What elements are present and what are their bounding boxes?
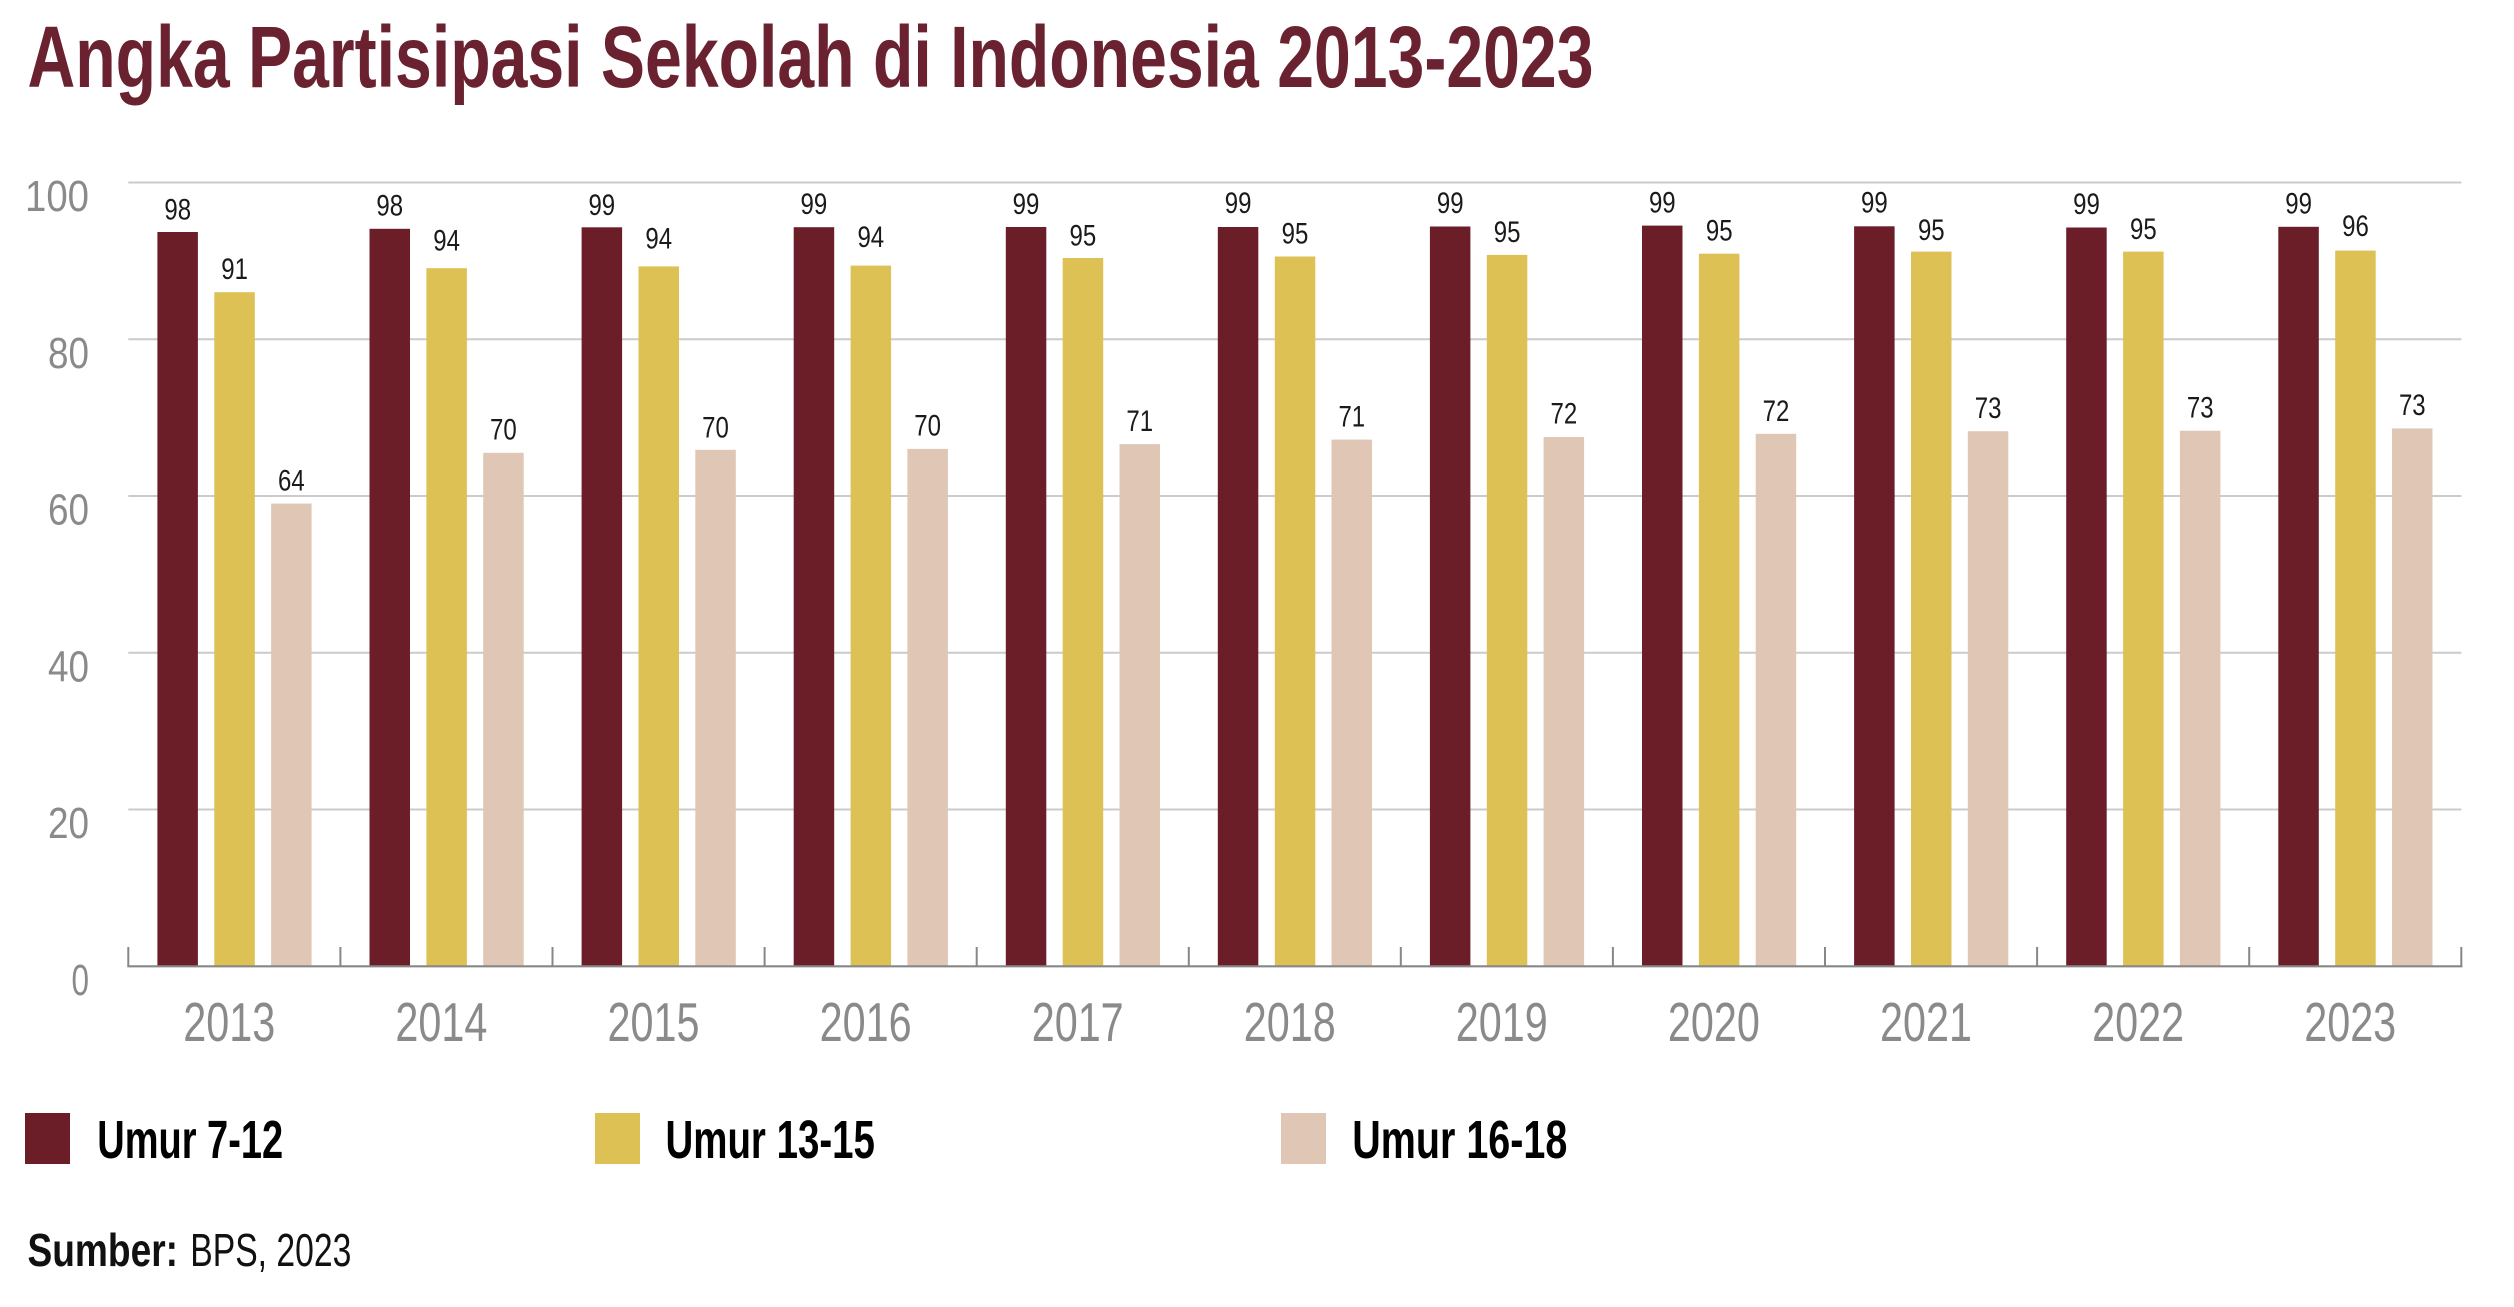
svg-text:2021: 2021 [1880, 991, 1972, 1053]
svg-text:99: 99 [1225, 187, 1252, 220]
svg-text:2020: 2020 [1668, 991, 1760, 1053]
svg-text:99: 99 [1437, 187, 1464, 220]
svg-text:2019: 2019 [1456, 991, 1548, 1053]
svg-text:98: 98 [164, 193, 191, 226]
svg-text:2017: 2017 [1032, 991, 1124, 1053]
svg-text:99: 99 [1861, 187, 1888, 220]
svg-text:0: 0 [72, 956, 90, 1005]
svg-text:91: 91 [221, 253, 248, 286]
svg-text:73: 73 [2399, 389, 2426, 422]
svg-text:72: 72 [1763, 395, 1790, 428]
svg-text:94: 94 [857, 221, 884, 254]
svg-text:98: 98 [376, 190, 403, 223]
svg-text:96: 96 [2342, 210, 2369, 243]
svg-text:99: 99 [801, 188, 828, 221]
svg-text:2023: 2023 [2304, 991, 2396, 1053]
svg-text:2022: 2022 [2092, 991, 2184, 1053]
svg-text:BPS, 2023: BPS, 2023 [190, 1224, 351, 1276]
svg-text:20: 20 [48, 799, 89, 848]
svg-text:Angka Partisipasi Sekolah di I: Angka Partisipasi Sekolah di Indonesia 2… [28, 9, 1594, 106]
svg-text:2018: 2018 [1244, 991, 1336, 1053]
svg-text:Sumber:: Sumber: [28, 1224, 179, 1276]
svg-text:2013: 2013 [183, 991, 275, 1053]
svg-text:70: 70 [914, 410, 941, 443]
svg-text:Umur 7-12: Umur 7-12 [97, 1110, 283, 1170]
svg-text:2015: 2015 [608, 991, 700, 1053]
svg-text:99: 99 [2073, 188, 2100, 221]
svg-text:100: 100 [25, 172, 89, 221]
svg-text:99: 99 [1649, 187, 1676, 220]
svg-text:64: 64 [278, 464, 305, 497]
svg-text:99: 99 [588, 189, 615, 222]
svg-text:99: 99 [1013, 188, 1040, 221]
svg-text:Umur 16-18: Umur 16-18 [1352, 1110, 1567, 1170]
svg-text:71: 71 [1126, 405, 1153, 438]
svg-text:60: 60 [48, 486, 89, 535]
svg-text:99: 99 [2285, 187, 2312, 220]
svg-text:71: 71 [1338, 401, 1365, 434]
svg-text:95: 95 [1282, 217, 1309, 250]
svg-text:95: 95 [1070, 220, 1097, 253]
svg-text:95: 95 [1918, 214, 1945, 247]
svg-text:40: 40 [48, 642, 89, 691]
svg-text:80: 80 [48, 329, 89, 378]
svg-text:95: 95 [1706, 214, 1733, 247]
svg-text:73: 73 [1975, 392, 2002, 425]
svg-text:70: 70 [702, 411, 729, 444]
svg-text:95: 95 [2130, 213, 2157, 246]
svg-text:94: 94 [433, 225, 460, 258]
svg-text:2016: 2016 [820, 991, 912, 1053]
svg-text:94: 94 [645, 222, 672, 255]
svg-text:95: 95 [1494, 216, 1521, 249]
svg-text:2014: 2014 [395, 991, 487, 1053]
svg-text:70: 70 [490, 414, 517, 447]
svg-text:Umur 13-15: Umur 13-15 [666, 1110, 875, 1170]
svg-text:73: 73 [2187, 391, 2214, 424]
svg-text:72: 72 [1551, 398, 1578, 431]
